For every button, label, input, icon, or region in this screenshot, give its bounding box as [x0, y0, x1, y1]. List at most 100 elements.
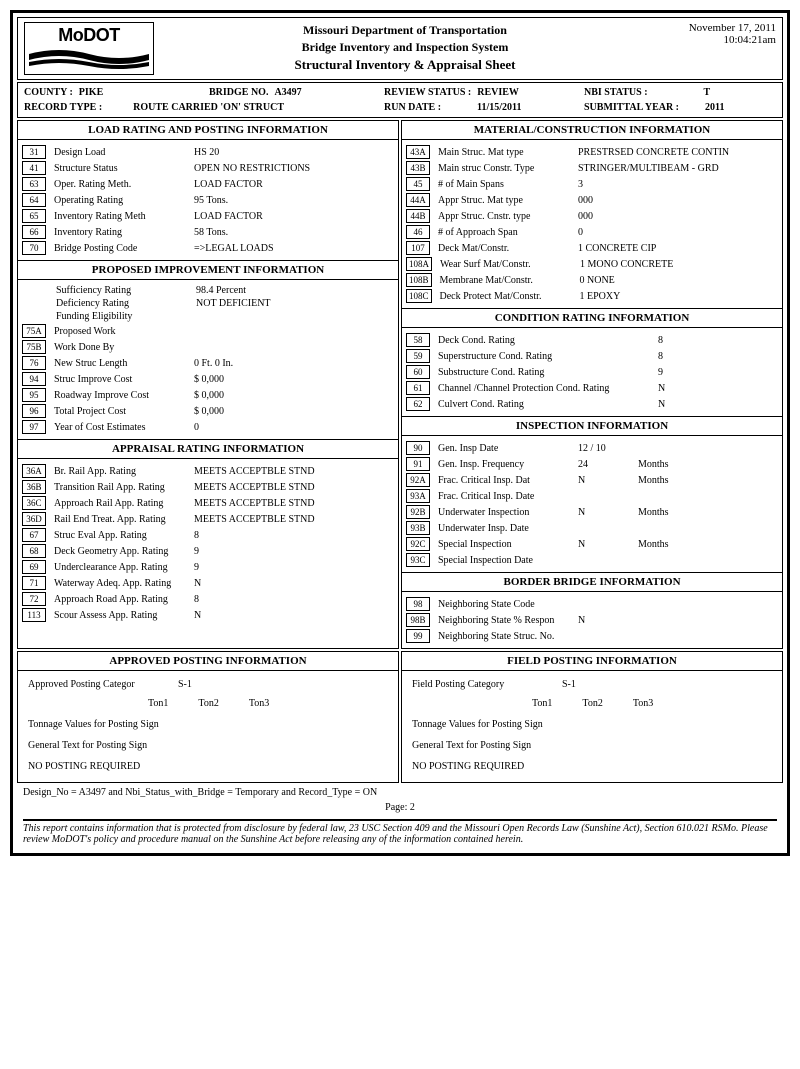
- row-label: Main Struc. Mat type: [438, 147, 578, 158]
- code-box: 61: [406, 381, 430, 395]
- row-value: 98.4 Percent: [196, 285, 394, 296]
- row-value: 1 CONCRETE CIP: [578, 243, 778, 254]
- data-row: 91Gen. Insp. Frequency24Months: [406, 457, 778, 471]
- row-label: Year of Cost Estimates: [54, 422, 194, 433]
- row-value: 9: [194, 562, 394, 573]
- field-posting-title: FIELD POSTING INFORMATION: [402, 652, 782, 671]
- posting-row: APPROVED POSTING INFORMATION Approved Po…: [17, 651, 783, 783]
- row-value: NMonths: [578, 507, 778, 518]
- row-value: 58 Tons.: [194, 227, 394, 238]
- row-label: Structure Status: [54, 163, 194, 174]
- record-type-val: ROUTE CARRIED 'ON' STRUCT: [133, 102, 284, 113]
- submittal-year-lbl: SUBMITTAL YEAR :: [584, 102, 679, 113]
- code-box: 65: [22, 209, 46, 223]
- nbi-status-val: T: [704, 87, 711, 98]
- dept-name: Missouri Department of Transportation: [154, 22, 656, 39]
- row-value: 1 EPOXY: [580, 291, 778, 302]
- data-row: 95Roadway Improve Cost$ 0,000: [22, 388, 394, 402]
- code-box: 46: [406, 225, 430, 239]
- data-row: 108AWear Surf Mat/Constr.1 MONO CONCRETE: [406, 257, 778, 271]
- f-ton2-lbl: Ton2: [582, 698, 602, 709]
- info-bar: COUNTY :PIKE BRIDGE NO.A3497 REVIEW STAT…: [17, 82, 783, 118]
- row-label: # of Main Spans: [438, 179, 578, 190]
- code-box: 36B: [22, 480, 46, 494]
- data-row: 36DRail End Treat. App. RatingMEETS ACCE…: [22, 512, 394, 526]
- data-row: Deficiency RatingNOT DEFICIENT: [22, 298, 394, 309]
- data-row: 93CSpecial Inspection Date: [406, 553, 778, 567]
- row-label: Underclearance App. Rating: [54, 562, 194, 573]
- page-outer: MoDOT Missouri Department of Transportat…: [10, 10, 790, 856]
- code-box: 94: [22, 372, 46, 386]
- page-number: Page: 2: [23, 802, 777, 813]
- data-row: 44AAppr Struc. Mat type000: [406, 193, 778, 207]
- data-row: 72Approach Road App. Rating8: [22, 592, 394, 606]
- proposed-body: Sufficiency Rating98.4 PercentDeficiency…: [18, 280, 398, 439]
- code-box: 75A: [22, 324, 46, 338]
- row-label: Gen. Insp Date: [438, 443, 578, 454]
- code-box: 108A: [406, 257, 432, 271]
- row-label: Neighboring State Struc. No.: [438, 631, 578, 642]
- data-row: 70Bridge Posting Code=>LEGAL LOADS: [22, 241, 394, 255]
- approved-posting: APPROVED POSTING INFORMATION Approved Po…: [17, 651, 399, 783]
- county-lbl: COUNTY :: [24, 87, 73, 98]
- ton1-lbl: Ton1: [148, 698, 168, 709]
- county-val: PIKE: [79, 87, 103, 98]
- row-label: Struc Eval App. Rating: [54, 530, 194, 541]
- border-body: 98Neighboring State Code98BNeighboring S…: [402, 592, 782, 648]
- ton2-lbl: Ton2: [198, 698, 218, 709]
- data-row: 61Channel /Channel Protection Cond. Rati…: [406, 381, 778, 395]
- row-value: $ 0,000: [194, 374, 394, 385]
- f-ton1-lbl: Ton1: [532, 698, 552, 709]
- data-row: 107Deck Mat/Constr.1 CONCRETE CIP: [406, 241, 778, 255]
- row-value: 95 Tons.: [194, 195, 394, 206]
- load-rating-title: LOAD RATING AND POSTING INFORMATION: [18, 121, 398, 140]
- logo-box: MoDOT: [24, 22, 154, 75]
- condition-body: 58Deck Cond. Rating8 59Superstructure Con…: [402, 328, 782, 416]
- data-row: 66Inventory Rating58 Tons.: [22, 225, 394, 239]
- report-title: Structural Inventory & Appraisal Sheet: [154, 56, 656, 74]
- row-label: Deck Mat/Constr.: [438, 243, 578, 254]
- row-value: $ 0,000: [194, 390, 394, 401]
- code-box: 44B: [406, 209, 430, 223]
- bridge-no-lbl: BRIDGE NO.: [209, 87, 268, 98]
- data-row: 68Deck Geometry App. Rating9: [22, 544, 394, 558]
- row-label: Deck Cond. Rating: [438, 335, 658, 346]
- row-label: New Struc Length: [54, 358, 194, 369]
- code-box: 66: [22, 225, 46, 239]
- approved-cat-lbl: Approved Posting Categor: [28, 679, 178, 690]
- data-row: 46# of Approach Span0: [406, 225, 778, 239]
- row-value: 8: [194, 530, 394, 541]
- header: MoDOT Missouri Department of Transportat…: [17, 17, 783, 80]
- data-row: 62Culvert Cond. RatingN: [406, 397, 778, 411]
- bridge-no-val: A3497: [274, 87, 301, 98]
- code-box: 91: [406, 457, 430, 471]
- data-row: 58Deck Cond. Rating8: [406, 333, 778, 347]
- left-col: LOAD RATING AND POSTING INFORMATION 31De…: [17, 120, 399, 649]
- code-box: 95: [22, 388, 46, 402]
- submittal-year-val: 2011: [705, 102, 724, 113]
- data-row: 59Superstructure Cond. Rating8: [406, 349, 778, 363]
- header-date: November 17, 2011: [656, 22, 776, 34]
- row-value: 000: [578, 211, 778, 222]
- code-box: 99: [406, 629, 430, 643]
- data-row: 43AMain Struc. Mat typePRESTRSED CONCRET…: [406, 145, 778, 159]
- record-type-lbl: RECORD TYPE :: [24, 102, 102, 113]
- approved-cat-val: S-1: [178, 679, 192, 690]
- row-label: Deck Protect Mat/Constr.: [440, 291, 580, 302]
- data-row: 76New Struc Length0 Ft. 0 In.: [22, 356, 394, 370]
- row-label: Membrane Mat/Constr.: [440, 275, 580, 286]
- row-value: 0 NONE: [580, 275, 778, 286]
- row-value: 0: [194, 422, 394, 433]
- data-row: 69Underclearance App. Rating9: [22, 560, 394, 574]
- data-row: 75AProposed Work: [22, 324, 394, 338]
- code-box: 70: [22, 241, 46, 255]
- row-value: N: [658, 383, 778, 394]
- code-box: 59: [406, 349, 430, 363]
- data-row: 60Substructure Cond. Rating9: [406, 365, 778, 379]
- row-label: Appr Struc. Mat type: [438, 195, 578, 206]
- row-label: Struc Improve Cost: [54, 374, 194, 385]
- data-row: 92CSpecial InspectionNMonths: [406, 537, 778, 551]
- row-label: Br. Rail App. Rating: [54, 466, 194, 477]
- field-cat-val: S-1: [562, 679, 576, 690]
- code-box: 108B: [406, 273, 432, 287]
